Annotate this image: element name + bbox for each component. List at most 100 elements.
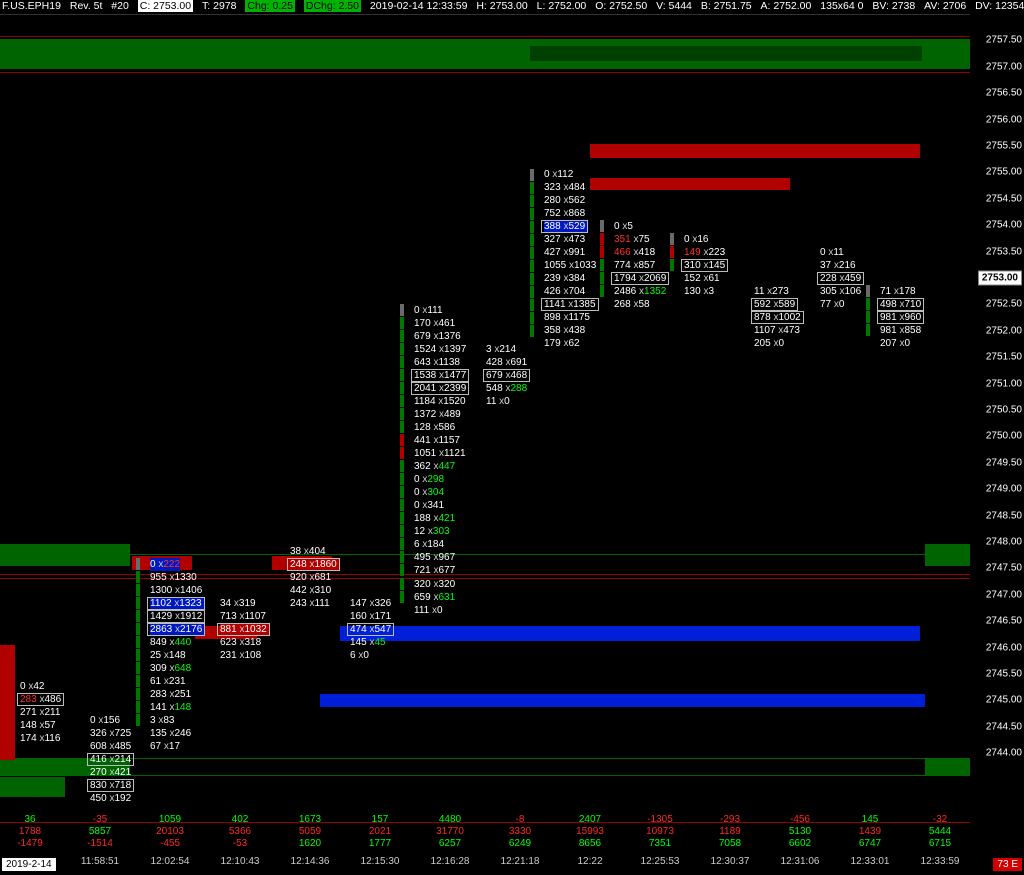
delta-tick [600,246,604,258]
price-axis[interactable]: 2757.502757.002756.502756.002755.502755.… [970,14,1024,806]
open: O: 2752.50 [595,0,647,12]
footprint-cell: 149 x223 [684,246,725,259]
footprint-cell: 1794 x2069 [614,272,669,285]
chart-header: F.US.EPH19 Rev. 5t #20 C: 2753.00 T: 297… [0,0,1024,15]
delta-tick [530,247,534,259]
footprint-cell: 0 x16 [684,233,708,246]
price-tick: 2750.50 [986,405,1022,416]
footprint-cell: 388 x529 [544,220,588,233]
footprint-cell: 231 x108 [220,649,261,662]
stats-value: 7058 [719,838,741,849]
footprint-cell: 326 x725 [90,727,131,740]
time-tick: 12:14:36 [291,856,330,867]
bv: BV: 2738 [872,0,915,12]
footprint-cell: 3 x214 [486,343,516,356]
footprint-cell: 592 x589 [754,298,798,311]
footprint-cell: 955 x1330 [150,571,197,584]
footer-date: 2019-2-14 [2,858,56,871]
price-tick: 2754.00 [986,220,1022,231]
stats-value: 5366 [229,826,251,837]
price-tick: 2744.50 [986,721,1022,732]
delta-tick [670,259,674,271]
footprint-cell: 1055 x1033 [544,259,596,272]
delta-tick [530,221,534,233]
price-tick: 2748.00 [986,537,1022,548]
delta-tick [136,688,140,700]
footprint-chart[interactable]: 0 x42283 x486271 x211148 x57174 x1160 x1… [0,14,970,806]
price-tick: 2752.00 [986,325,1022,336]
hline [0,72,970,73]
delta-tick [600,285,604,297]
footprint-cell: 981 x960 [880,311,924,324]
footprint-cell: 713 x1107 [220,610,266,623]
bidask-sizes: 135x64 0 [820,0,863,12]
delta-tick [530,234,534,246]
price-tick: 2746.50 [986,616,1022,627]
stats-value: 4480 [439,814,461,825]
footprint-cell: 427 x991 [544,246,585,259]
stats-value: -455 [160,838,180,849]
seq: #20 [111,0,129,12]
footprint-cell: 243 x111 [290,597,330,610]
footprint-cell: 37 x216 [820,259,856,272]
stats-value: 5130 [789,826,811,837]
price-tick: 2747.00 [986,589,1022,600]
stats-value: 5857 [89,826,111,837]
stats-value: 6715 [929,838,951,849]
footprint-cell: 1300 x1406 [150,584,202,597]
footprint-cell: 179 x62 [544,337,580,350]
footprint-cell: 67 x17 [150,740,180,753]
stats-value: 1788 [19,826,41,837]
delta-tick [670,246,674,258]
symbol: F.US.EPH19 [2,0,61,12]
stats-value: -1479 [17,838,43,849]
stats-value: 145 [862,814,879,825]
delta-tick [530,169,534,181]
timestamp: 2019-02-14 12:33:59 [370,0,468,12]
volume-bar [590,178,790,190]
volume-bar [320,694,925,707]
footprint-cell: 174 x116 [20,732,60,745]
delta-tick [136,675,140,687]
time-tick: 12:31:06 [781,856,820,867]
delta-tick [400,473,404,485]
time-axis[interactable]: 11:58:5112:02:5412:10:4312:14:3612:15:30… [0,854,1024,875]
footprint-cell: 0 x5 [614,220,633,233]
hline-green [0,554,970,555]
stats-value: 8656 [579,838,601,849]
delta-tick [400,564,404,576]
delta-tick [866,311,870,323]
delta-tick [136,662,140,674]
footprint-cell: 981 x858 [880,324,921,337]
price-tick: 2751.00 [986,378,1022,389]
volume-bar [925,758,970,776]
stats-value: 5059 [299,826,321,837]
footprint-cell: 11 x273 [754,285,789,298]
delta-tick [400,330,404,342]
footprint-cell: 3 x83 [150,714,174,727]
delta-tick [400,525,404,537]
price-tick: 2755.50 [986,141,1022,152]
delta-tick [400,460,404,472]
vol: V: 5444 [656,0,692,12]
stats-value: -8 [516,814,525,825]
footprint-cell: 920 x681 [290,571,331,584]
volume-bar [0,777,65,797]
stats-value: 157 [372,814,389,825]
delta-tick [866,324,870,336]
delta-tick [400,343,404,355]
price-tick: 2757.50 [986,35,1022,46]
delta-tick [530,208,534,220]
footprint-cell: 283 x251 [150,688,191,701]
footprint-cell: 2486 x1352 [614,285,666,298]
footprint-cell: 61 x231 [150,675,186,688]
stats-row: -1479-1514-455-5316201777625762498656735… [0,838,970,851]
close-price-box: C: 2753.00 [138,0,193,12]
footprint-cell: 25 x148 [150,649,186,662]
footprint-cell: 148 x57 [20,719,56,732]
footprint-cell: 170 x461 [414,317,455,330]
dchg-box: DChg: 2.50 [304,0,361,12]
footprint-cell: 0 x156 [90,714,120,727]
footprint-cell: 130 x3 [684,285,714,298]
hline [0,578,970,579]
